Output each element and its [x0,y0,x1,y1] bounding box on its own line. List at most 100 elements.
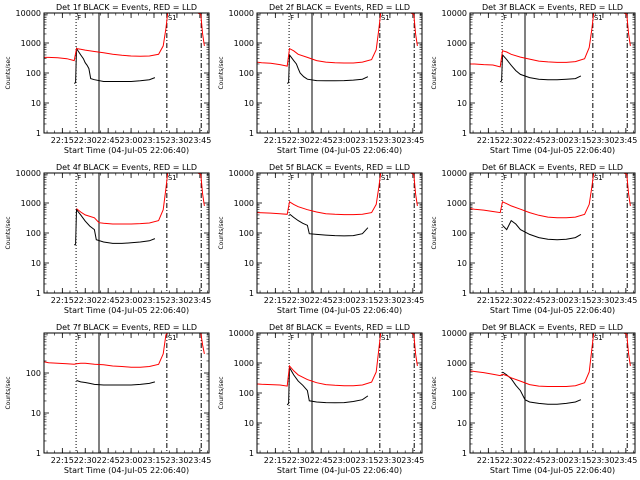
y-tick-label: 10 [31,409,41,418]
x-tick-label: 22:45 [97,296,120,305]
y-axis-label: Counts/sec [5,56,12,89]
chart-title: Det 1f BLACK = Events, RED = LLD [56,3,197,12]
plot-frame [256,12,423,134]
series-events-line [502,371,582,405]
x-tick-label: 22:15 [477,296,500,305]
chart-panel-2: Det 2f BLACK = Events, RED = LLD Counts/s… [218,3,424,155]
x-axis-label: Start Time (04-Jul-05 22:06:40) [64,146,189,155]
x-tick-label: 22:15 [51,456,74,465]
chart-panel-6: Det 6f BLACK = Events, RED = LLD Counts/s… [431,163,637,315]
y-tick-label: 1 [36,449,41,458]
y-axis-label: Counts/sec [5,216,12,249]
y-tick-label: 10 [457,99,467,108]
x-tick-label: 22:45 [310,296,333,305]
series-events-line [499,53,582,83]
x-axis-label: Start Time (04-Jul-05 22:06:40) [277,146,402,155]
x-tick-label: 23:45 [401,456,424,465]
series-lld-line [470,333,631,387]
y-tick-label: 10 [31,99,41,108]
x-tick-label: 23:00 [333,456,356,465]
y-tick-label: 1 [249,129,254,138]
event-line-label: F [290,14,294,22]
event-line-label: F [77,14,81,22]
event-line-label: F [77,174,81,182]
y-tick-label: 1000 [234,359,254,368]
x-axis-label: Start Time (04-Jul-05 22:06:40) [490,146,615,155]
x-tick-label: 23:15 [142,296,165,305]
x-tick-label: 23:30 [165,456,188,465]
x-tick-label: 23:15 [142,136,165,145]
series-events-line [286,365,369,406]
series-lld-line [470,13,631,68]
x-tick-label: 23:30 [165,136,188,145]
x-tick-label: 23:00 [546,456,569,465]
y-tick-label: 10000 [16,9,41,18]
x-axis-label: Start Time (04-Jul-05 22:06:40) [64,466,189,475]
x-tick-label: 22:15 [477,136,500,145]
x-tick-label: 23:00 [120,456,143,465]
series-lld-line [44,333,205,368]
y-tick-label: 10 [457,419,467,428]
series-lld-line [44,13,205,62]
y-tick-label: 1 [36,129,41,138]
x-tick-label: 23:30 [591,296,614,305]
x-tick-label: 22:45 [523,296,546,305]
y-tick-label: 1 [462,129,467,138]
y-tick-label: 1000 [447,39,467,48]
y-tick-label: 10000 [442,169,467,178]
event-line-label: S1 [168,174,177,182]
series-events-line [286,53,369,84]
y-tick-label: 1 [462,449,467,458]
series-lld-line [257,173,418,216]
x-tick-label: 23:45 [614,136,637,145]
chart-title: Det 5f BLACK = Events, RED = LLD [269,163,410,172]
x-tick-label: 22:15 [51,136,74,145]
y-axis-label: Counts/sec [218,376,225,409]
x-tick-label: 23:15 [568,296,591,305]
chart-title: Det 7f BLACK = Events, RED = LLD [56,323,197,332]
x-tick-label: 22:30 [74,296,97,305]
x-tick-label: 23:00 [333,296,356,305]
x-tick-label: 23:30 [378,456,401,465]
series-lld-line [76,173,205,225]
x-tick-label: 22:30 [74,456,97,465]
y-tick-label: 10000 [229,169,254,178]
series-events-line [502,219,582,241]
y-tick-label: 100 [239,69,254,78]
y-tick-label: 10000 [229,329,254,338]
y-tick-label: 10000 [16,169,41,178]
y-tick-label: 10 [244,419,254,428]
y-axis-label: Counts/sec [218,216,225,249]
x-tick-label: 23:00 [546,296,569,305]
x-tick-label: 23:45 [188,136,211,145]
x-tick-label: 23:15 [142,456,165,465]
event-line-label: S1 [168,14,177,22]
y-tick-label: 100 [239,229,254,238]
x-axis-label: Start Time (04-Jul-05 22:06:40) [277,306,402,315]
event-line-label: S1 [594,14,603,22]
plot-frame [469,332,636,454]
x-tick-label: 23:15 [568,456,591,465]
x-tick-label: 22:45 [310,136,333,145]
event-line-label: S1 [381,14,390,22]
y-tick-label: 1000 [21,39,41,48]
x-tick-label: 23:30 [378,136,401,145]
y-axis-label: Counts/sec [431,376,438,409]
chart-panel-4: Det 4f BLACK = Events, RED = LLD Counts/s… [5,163,211,315]
event-line-label: S1 [381,174,390,182]
series-events-line [73,47,156,84]
y-tick-label: 1000 [447,359,467,368]
x-axis-label: Start Time (04-Jul-05 22:06:40) [490,306,615,315]
x-tick-label: 22:45 [97,456,120,465]
event-line-label: F [503,334,507,342]
x-tick-label: 23:00 [120,296,143,305]
y-tick-label: 1000 [234,199,254,208]
event-line-label: F [503,14,507,22]
chart-panel-3: Det 3f BLACK = Events, RED = LLD Counts/s… [431,3,637,155]
series-events-line [76,380,156,386]
x-tick-label: 22:30 [287,456,310,465]
y-tick-label: 10 [244,99,254,108]
y-tick-label: 100 [239,389,254,398]
plot-frame [43,172,210,294]
